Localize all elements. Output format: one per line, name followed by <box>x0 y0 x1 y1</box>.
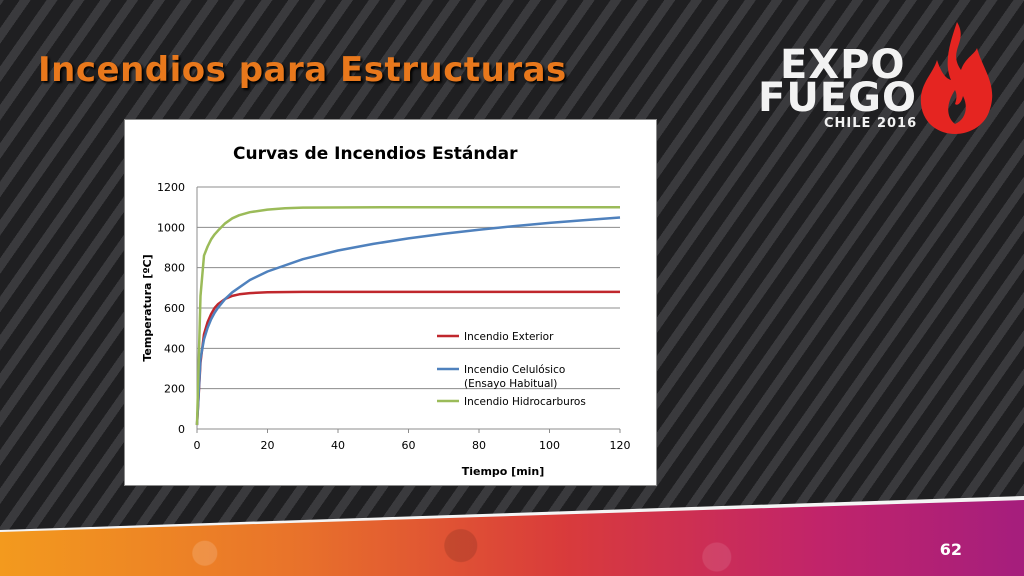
logo-line-expo: EXPO <box>780 42 906 88</box>
series-line-1 <box>195 290 620 426</box>
y-axis-label: Temperatura [ºC] <box>141 254 154 361</box>
page-number: 62 <box>939 540 962 559</box>
y-tick-label: 1200 <box>157 181 185 194</box>
series-line-2 <box>195 216 621 426</box>
x-tick-label: 120 <box>610 439 631 452</box>
legend-label-2: Incendio Celulósico <box>464 364 565 376</box>
x-tick-label: 60 <box>402 439 416 452</box>
x-tick-label: 80 <box>472 439 486 452</box>
y-tick-label: 800 <box>164 262 185 275</box>
legend-label-1: Incendio Exterior <box>464 331 554 343</box>
logo-line-fuego: FUEGO <box>758 75 917 121</box>
expo-fuego-logo: EXPO FUEGO CHILE 2016 <box>752 20 1002 135</box>
logo-line-chile: CHILE 2016 <box>824 116 918 131</box>
fire-curves-chart: Curvas de Incendios Estándar 02004006008… <box>141 144 631 478</box>
flame-icon <box>920 22 993 134</box>
legend-label-3: Incendio Hidrocarburos <box>464 396 586 408</box>
y-tick-label: 0 <box>178 423 185 436</box>
legend-label-2-line2: (Ensayo Habitual) <box>464 378 557 390</box>
x-tick-label: 100 <box>539 439 560 452</box>
y-tick-label: 200 <box>164 383 185 396</box>
slide-title: Incendios para Estructuras <box>38 50 567 90</box>
x-tick-label: 20 <box>261 439 275 452</box>
y-tick-label: 1000 <box>157 221 185 234</box>
y-tick-label: 600 <box>164 302 185 315</box>
footer-band <box>0 500 1024 576</box>
chart-title: Curvas de Incendios Estándar <box>233 144 518 164</box>
chart-panel: Curvas de Incendios Estándar 0 200 400 600 8… <box>124 119 657 486</box>
x-tick-label: 0 <box>194 439 201 452</box>
series-line-3 <box>195 205 620 426</box>
x-axis-label: Tiempo [min] <box>462 465 545 478</box>
x-tick-label: 40 <box>331 439 345 452</box>
y-tick-label: 400 <box>164 342 185 355</box>
